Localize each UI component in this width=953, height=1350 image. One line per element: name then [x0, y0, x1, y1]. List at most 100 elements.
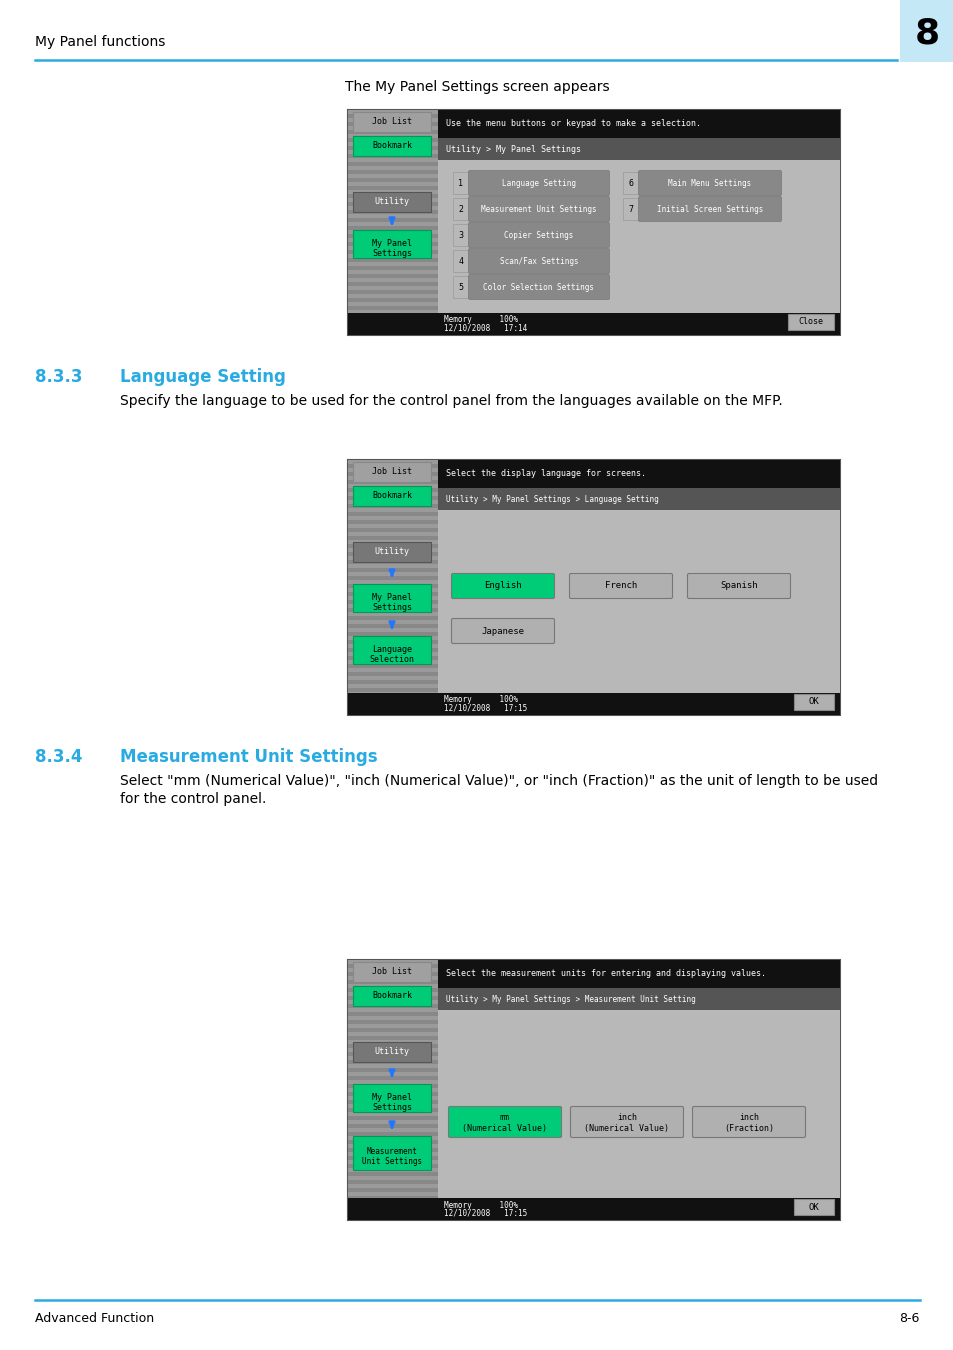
Bar: [348, 564, 437, 568]
Bar: [348, 1196, 437, 1200]
Bar: [348, 988, 437, 992]
Bar: [348, 113, 437, 117]
Bar: [348, 1135, 437, 1139]
Text: 8.3.4: 8.3.4: [35, 748, 82, 765]
Text: Measurement: Measurement: [366, 1146, 417, 1156]
Bar: [348, 1025, 437, 1027]
Text: Select the measurement units for entering and displaying values.: Select the measurement units for enterin…: [446, 969, 765, 979]
Bar: [348, 589, 437, 593]
Text: Settings: Settings: [372, 248, 412, 258]
Bar: [348, 1080, 437, 1084]
Bar: [348, 576, 437, 580]
Bar: [437, 161, 840, 313]
Bar: [348, 217, 437, 221]
Bar: [348, 246, 437, 250]
Bar: [622, 198, 639, 220]
Bar: [348, 315, 437, 319]
Bar: [348, 1156, 437, 1160]
FancyBboxPatch shape: [468, 248, 609, 274]
Bar: [353, 486, 431, 506]
Bar: [348, 126, 437, 130]
Bar: [348, 1068, 437, 1072]
Bar: [622, 171, 639, 194]
FancyBboxPatch shape: [468, 223, 609, 247]
Text: inch: inch: [739, 1112, 759, 1122]
Bar: [437, 138, 840, 161]
Bar: [453, 250, 469, 271]
Bar: [453, 198, 469, 220]
Bar: [348, 980, 437, 984]
Bar: [348, 1164, 437, 1168]
Bar: [348, 238, 437, 242]
Bar: [348, 258, 437, 262]
Bar: [348, 166, 437, 170]
Bar: [348, 158, 437, 162]
Bar: [348, 234, 437, 238]
Bar: [793, 1199, 833, 1215]
FancyBboxPatch shape: [468, 197, 609, 221]
Bar: [348, 1004, 437, 1008]
Bar: [348, 620, 437, 624]
Text: Selection: Selection: [369, 655, 414, 663]
Bar: [348, 294, 437, 298]
Bar: [348, 599, 437, 603]
Bar: [348, 207, 437, 211]
Bar: [348, 1192, 437, 1196]
Text: Job List: Job List: [372, 467, 412, 477]
Bar: [348, 536, 437, 540]
Bar: [348, 225, 437, 230]
Bar: [353, 112, 431, 132]
Text: 3: 3: [458, 231, 463, 239]
Bar: [348, 1104, 437, 1108]
Bar: [348, 1129, 437, 1133]
Bar: [348, 528, 437, 532]
Bar: [348, 278, 437, 282]
Bar: [348, 174, 437, 178]
Bar: [348, 274, 437, 278]
Bar: [348, 1052, 437, 1056]
Bar: [348, 1116, 437, 1120]
Bar: [348, 1148, 437, 1152]
Text: My Panel: My Panel: [372, 239, 412, 247]
Bar: [348, 616, 437, 620]
Text: (Numerical Value): (Numerical Value): [462, 1123, 547, 1133]
Bar: [348, 1056, 437, 1060]
Bar: [348, 154, 437, 158]
Bar: [348, 524, 437, 528]
Text: My Panel: My Panel: [372, 1092, 412, 1102]
Bar: [348, 703, 437, 707]
Bar: [348, 230, 437, 234]
FancyBboxPatch shape: [451, 618, 554, 644]
Bar: [348, 298, 437, 302]
Bar: [353, 585, 431, 612]
Bar: [348, 676, 437, 680]
Text: My Panel functions: My Panel functions: [35, 35, 165, 49]
Bar: [348, 1172, 437, 1176]
Bar: [348, 680, 437, 684]
Bar: [348, 122, 437, 126]
Bar: [348, 500, 437, 504]
Text: Bookmark: Bookmark: [372, 991, 412, 1000]
Bar: [348, 1008, 437, 1012]
Bar: [353, 136, 431, 157]
Bar: [348, 1184, 437, 1188]
Text: Measurement Unit Settings: Measurement Unit Settings: [480, 204, 597, 213]
Text: 8: 8: [914, 16, 939, 50]
Bar: [348, 996, 437, 1000]
Text: Settings: Settings: [372, 1103, 412, 1111]
Bar: [353, 541, 431, 562]
Bar: [348, 1125, 437, 1129]
Text: Utility: Utility: [375, 548, 409, 556]
Bar: [348, 117, 437, 121]
Text: Job List: Job List: [372, 117, 412, 127]
Bar: [348, 290, 437, 294]
Text: 5: 5: [458, 282, 463, 292]
Bar: [348, 684, 437, 688]
Bar: [348, 701, 437, 703]
Bar: [348, 182, 437, 186]
Bar: [348, 1035, 437, 1040]
Bar: [353, 1135, 431, 1170]
Text: Utility > My Panel Settings > Measurement Unit Setting: Utility > My Panel Settings > Measuremen…: [446, 995, 695, 1003]
Bar: [348, 585, 437, 589]
Bar: [353, 963, 431, 981]
